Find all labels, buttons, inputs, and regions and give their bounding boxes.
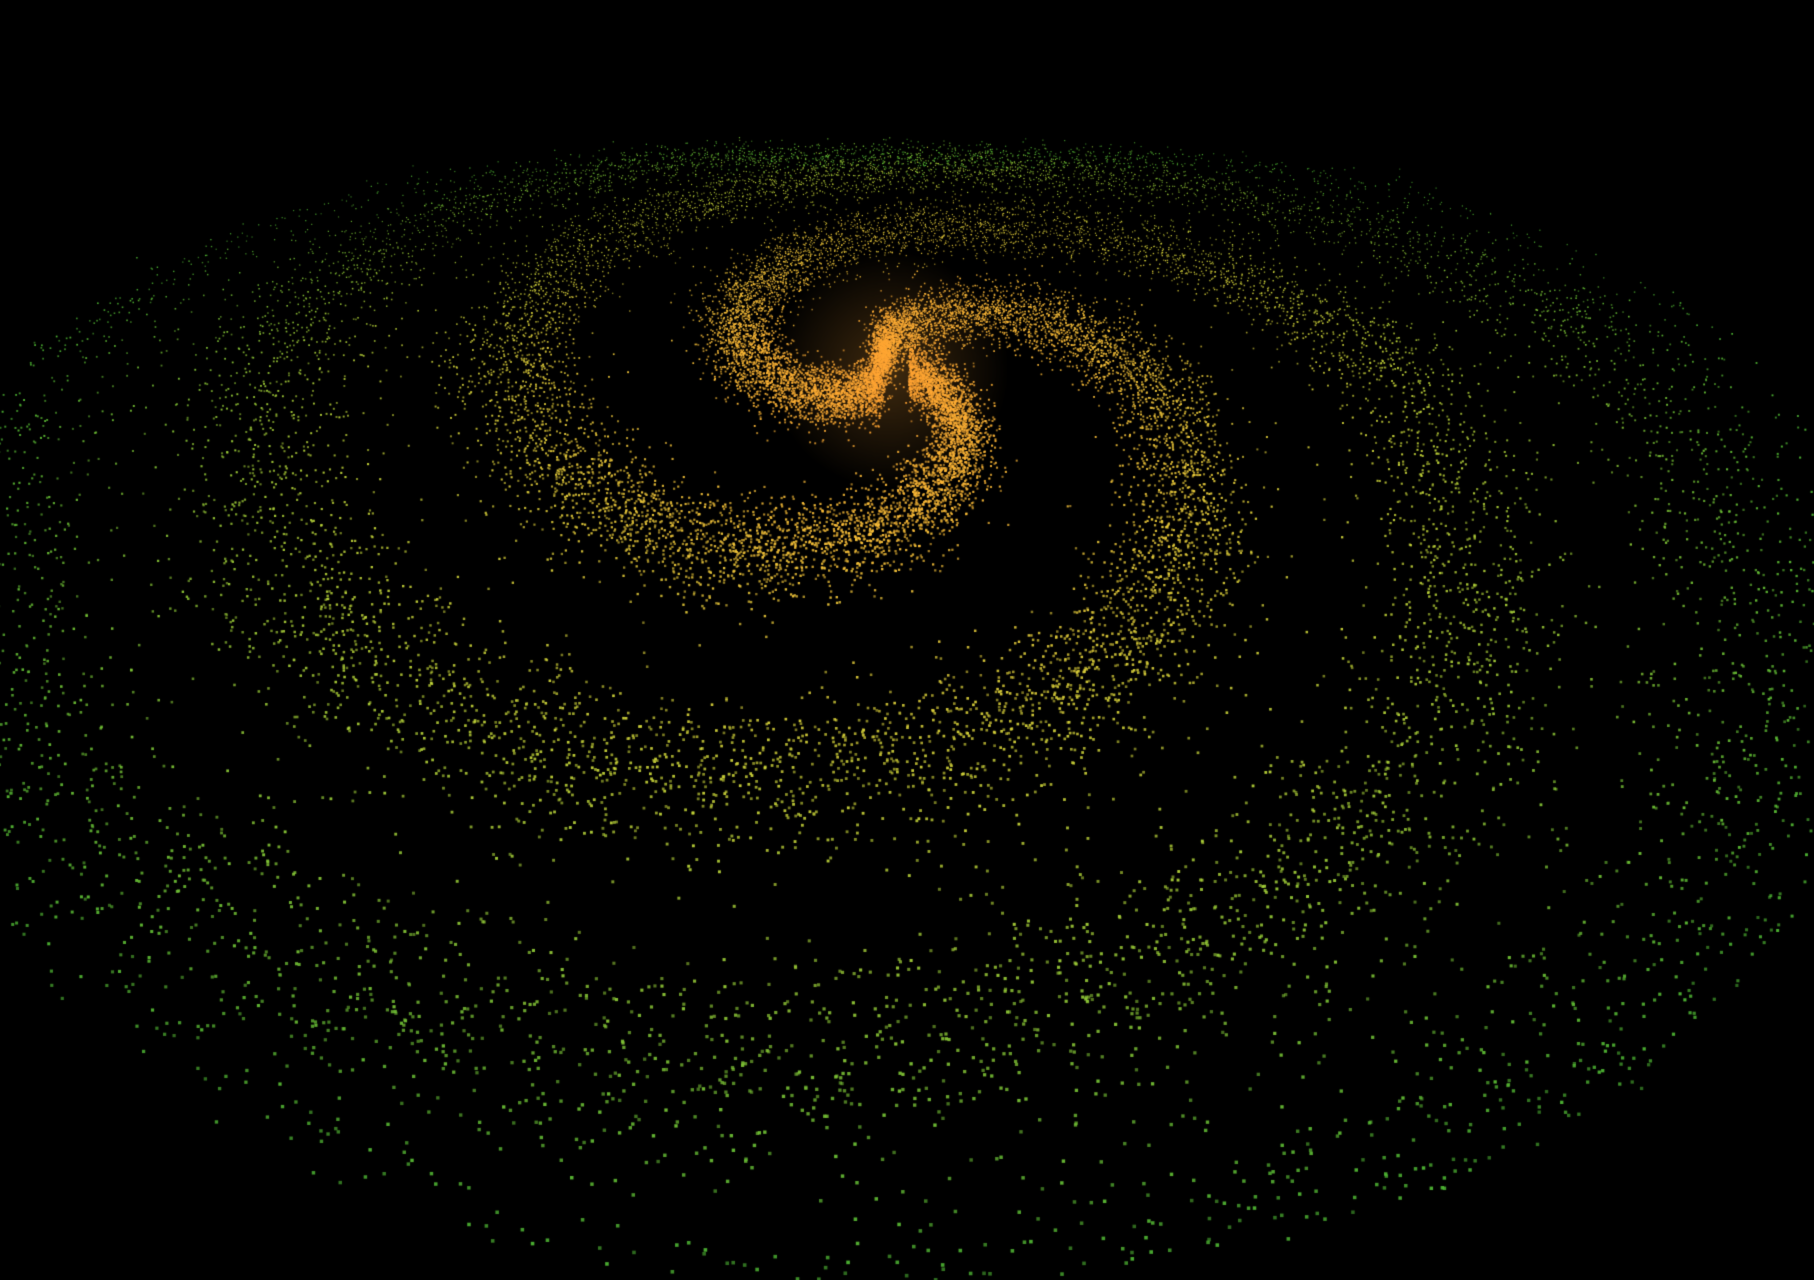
webgl-viewport[interactable] — [0, 0, 1814, 1280]
galaxy-particle-canvas[interactable] — [0, 0, 1814, 1280]
